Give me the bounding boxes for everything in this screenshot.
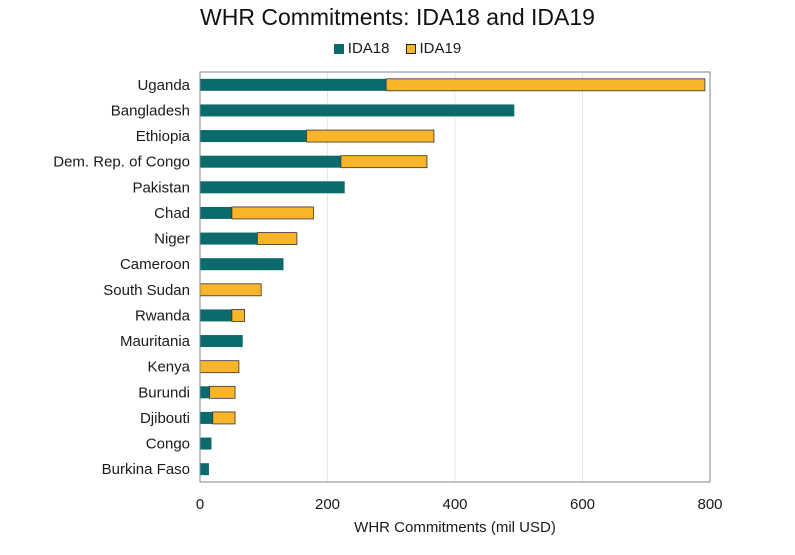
x-tick-label-4: 800 xyxy=(697,496,722,513)
category-label-14: Congo xyxy=(146,436,190,453)
legend-swatch-ida18 xyxy=(333,43,344,54)
bar-ida18-10 xyxy=(200,335,243,348)
category-label-15: Burkina Faso xyxy=(102,461,190,478)
bar-ida19-6 xyxy=(256,232,298,245)
bar-ida19-5 xyxy=(231,206,314,220)
category-label-7: Cameroon xyxy=(120,256,190,273)
category-label-8: South Sudan xyxy=(103,282,190,299)
category-label-11: Kenya xyxy=(147,359,190,376)
bar-ida19-0 xyxy=(385,78,706,92)
bar-ida19-11 xyxy=(199,360,240,374)
bar-ida19-13 xyxy=(212,411,236,425)
bar-ida19-3 xyxy=(340,155,428,169)
bar-ida18-7 xyxy=(200,258,284,271)
category-label-3: Dem. Rep. of Congo xyxy=(53,154,190,171)
legend: IDA18 IDA19 xyxy=(0,40,795,57)
category-label-4: Pakistan xyxy=(132,179,190,196)
category-label-6: Niger xyxy=(154,231,190,248)
bar-ida18-9 xyxy=(200,309,232,322)
category-label-13: Djibouti xyxy=(140,410,190,427)
bar-ida18-14 xyxy=(200,437,212,450)
plot-frame xyxy=(199,71,711,483)
bar-ida18-3 xyxy=(200,155,341,168)
category-label-9: Rwanda xyxy=(135,307,191,324)
category-label-10: Mauritania xyxy=(120,333,191,350)
bar-ida18-5 xyxy=(200,206,232,219)
category-label-5: Chad xyxy=(154,205,190,222)
legend-label-ida19: IDA19 xyxy=(419,40,462,57)
bar-ida18-6 xyxy=(200,232,258,245)
legend-item-ida18: IDA18 xyxy=(333,40,390,57)
category-label-0: Uganda xyxy=(137,77,190,94)
bar-ida19-9 xyxy=(231,309,246,322)
bar-ida18-12 xyxy=(200,386,210,399)
bar-ida19-2 xyxy=(306,129,435,143)
bar-ida18-0 xyxy=(200,78,387,91)
bar-ida18-1 xyxy=(200,104,515,117)
bar-ida19-12 xyxy=(209,385,236,399)
x-tick-label-1: 200 xyxy=(315,496,340,513)
bar-ida18-4 xyxy=(200,181,345,194)
legend-swatch-ida19 xyxy=(405,43,416,54)
bar-ida18-2 xyxy=(200,130,307,143)
chart-title: WHR Commitments: IDA18 and IDA19 xyxy=(200,4,595,30)
bar-ida18-13 xyxy=(200,411,213,424)
legend-label-ida18: IDA18 xyxy=(347,40,390,57)
legend-item-ida19: IDA19 xyxy=(405,40,462,57)
category-label-12: Burundi xyxy=(138,384,190,401)
x-tick-label-3: 600 xyxy=(570,496,595,513)
bar-ida19-8 xyxy=(199,283,262,297)
x-tick-label-2: 400 xyxy=(442,496,467,513)
category-label-1: Bangladesh xyxy=(111,102,190,119)
category-label-2: Ethiopia xyxy=(136,128,191,145)
x-tick-label-0: 0 xyxy=(196,496,204,513)
x-axis-label: WHR Commitments (mil USD) xyxy=(354,519,556,536)
bar-ida18-15 xyxy=(200,463,209,476)
